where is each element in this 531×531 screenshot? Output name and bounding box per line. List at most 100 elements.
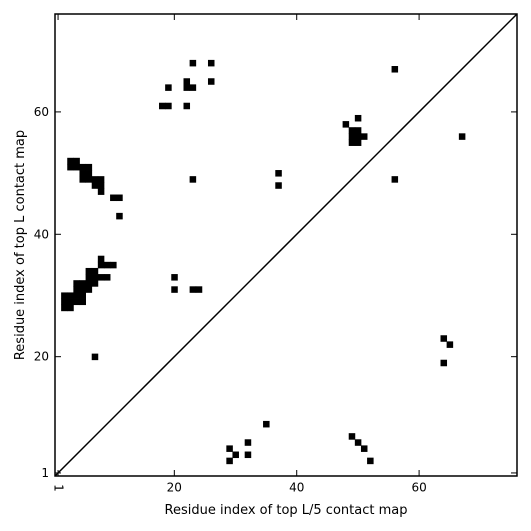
- contact-cell-upper: [354, 133, 362, 140]
- contact-cell-upper: [189, 59, 197, 67]
- contact-cell-upper: [183, 78, 191, 85]
- contact-cell-upper: [85, 274, 93, 281]
- contact-cell-upper: [73, 292, 80, 299]
- contact-cell-lower: [348, 433, 356, 440]
- contact-cell-upper: [73, 157, 80, 165]
- x-tick-label: 1: [52, 484, 66, 492]
- contact-cell-upper: [110, 194, 117, 202]
- y-tick-label: 1: [41, 466, 49, 480]
- contact-cell-upper: [91, 353, 99, 361]
- contact-cell-upper: [73, 163, 80, 171]
- contact-cell-upper: [91, 280, 99, 287]
- contact-cell-upper: [73, 280, 80, 287]
- contact-cell-lower: [440, 335, 448, 342]
- diagonal-line: [54, 13, 518, 477]
- contact-cell-upper: [67, 292, 74, 299]
- x-tick-label: 40: [289, 481, 304, 495]
- contact-cell-upper: [61, 292, 68, 299]
- contact-cell-upper: [97, 255, 105, 263]
- contact-cell-upper: [275, 182, 282, 189]
- contact-cell-lower: [244, 439, 252, 446]
- contact-cell-upper: [79, 298, 86, 306]
- contact-cell-upper: [85, 267, 93, 275]
- contact-cell-upper: [67, 157, 74, 165]
- contact-cell-upper: [79, 280, 86, 287]
- contact-cell-upper: [85, 170, 93, 177]
- contact-cell-upper: [97, 274, 105, 281]
- x-tick-label: 60: [411, 481, 426, 495]
- y-tick-label: 20: [34, 350, 49, 364]
- contact-cell-lower: [244, 451, 252, 459]
- contact-cell-upper: [189, 286, 197, 293]
- contact-cell-upper: [275, 170, 282, 177]
- contact-cell-upper: [79, 176, 86, 183]
- contact-cell-upper: [110, 261, 117, 269]
- contact-cell-upper: [458, 133, 466, 140]
- contact-cell-upper: [97, 176, 105, 183]
- contact-cell-upper: [67, 304, 74, 312]
- contact-cell-lower: [360, 445, 368, 452]
- contact-cell-upper: [195, 286, 203, 293]
- contact-cell-upper: [348, 133, 356, 140]
- contact-cell-lower: [354, 439, 362, 446]
- contact-cell-upper: [97, 182, 105, 189]
- x-axis-label: Residue index of top L/5 contact map: [165, 503, 408, 518]
- contact-cell-upper: [348, 139, 356, 146]
- contact-cell-upper: [85, 176, 93, 183]
- contact-cells: [61, 59, 466, 465]
- y-tick-label: 40: [34, 227, 49, 241]
- contact-cell-upper: [171, 274, 178, 281]
- contact-cell-lower: [367, 457, 374, 465]
- x-tick-label: 20: [167, 481, 182, 495]
- contact-cell-upper: [91, 176, 99, 183]
- contact-cell-upper: [97, 261, 105, 269]
- contact-cell-upper: [116, 212, 123, 220]
- contact-cell-upper: [189, 176, 197, 183]
- contact-cell-upper: [207, 59, 215, 67]
- contact-cell-upper: [342, 121, 350, 128]
- contact-cell-upper: [91, 182, 99, 189]
- contact-cell-upper: [85, 280, 93, 287]
- x-axis-ticks: 1 20 40 60: [52, 14, 427, 495]
- contact-cell-upper: [348, 127, 356, 134]
- contact-cell-upper: [67, 163, 74, 171]
- contact-cell-upper: [85, 163, 93, 171]
- contact-cell-upper: [85, 286, 93, 293]
- contact-cell-upper: [61, 304, 68, 312]
- contact-cell-upper: [183, 84, 191, 91]
- contact-cell-upper: [116, 194, 123, 202]
- contact-cell-upper: [189, 84, 197, 91]
- contact-cell-upper: [360, 133, 368, 140]
- contact-cell-upper: [103, 261, 111, 269]
- contact-cell-upper: [97, 188, 105, 195]
- contact-cell-upper: [183, 102, 191, 110]
- contact-cell-upper: [73, 286, 80, 293]
- contact-cell-upper: [391, 66, 399, 73]
- contact-cell-lower: [232, 451, 239, 459]
- contact-cell-upper: [391, 176, 399, 183]
- contact-cell-lower: [263, 420, 270, 428]
- contact-cell-upper: [67, 298, 74, 306]
- contact-cell-upper: [91, 267, 99, 275]
- contact-cell-upper: [79, 163, 86, 171]
- y-axis-ticks: 1 20 40 60: [34, 105, 517, 480]
- contact-cell-lower: [226, 445, 233, 452]
- contact-cell-upper: [79, 170, 86, 177]
- contact-cell-lower: [226, 457, 233, 465]
- plot-frame: [54, 13, 518, 477]
- contact-cell-upper: [61, 298, 68, 306]
- contact-cell-upper: [103, 274, 111, 281]
- contact-cell-upper: [354, 139, 362, 146]
- contact-cell-lower: [440, 359, 448, 367]
- y-tick-label: 60: [34, 105, 49, 119]
- contact-cell-upper: [354, 114, 362, 122]
- y-axis-label: Residue index of top L contact map: [13, 130, 28, 360]
- contact-cell-upper: [79, 286, 86, 293]
- contact-cell-upper: [91, 274, 99, 281]
- contact-cell-upper: [165, 102, 172, 110]
- contact-cell-upper: [165, 84, 172, 91]
- contact-cell-upper: [207, 78, 215, 85]
- contact-cell-upper: [159, 102, 166, 110]
- contact-cell-upper: [79, 292, 86, 299]
